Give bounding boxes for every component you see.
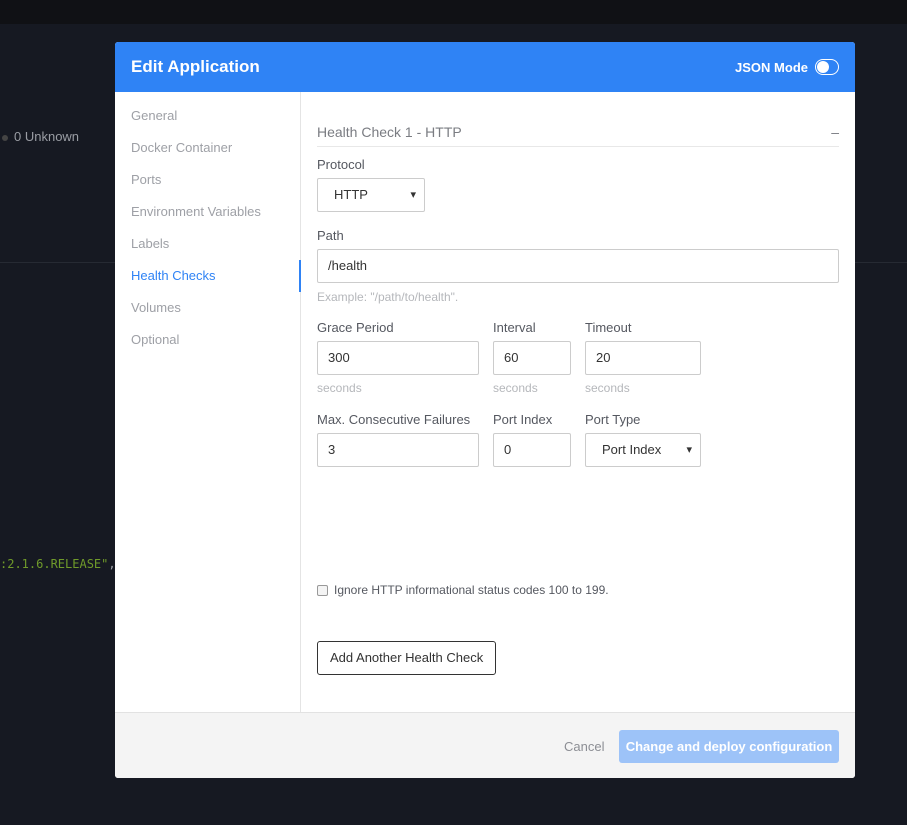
toggle-switch[interactable] (815, 59, 839, 75)
port-type-label: Port Type (585, 412, 641, 427)
sidebar-item-general[interactable]: General (131, 108, 178, 123)
interval-input[interactable]: 60 (493, 341, 571, 375)
checkbox-label: Ignore HTTP informational status codes 1… (334, 583, 609, 597)
modal-header: Edit Application JSON Mode (115, 42, 855, 92)
sidebar-item-volumes[interactable]: Volumes (131, 300, 181, 315)
modal-footer: Cancel Change and deploy configuration (115, 712, 855, 778)
health-check-form: Health Check 1 - HTTP – Protocol HTTP Pat… (317, 92, 839, 675)
cancel-button[interactable]: Cancel (564, 739, 605, 754)
port-type-value: Port Index (602, 442, 662, 457)
divider (855, 262, 907, 263)
interval-unit: seconds (493, 381, 538, 395)
json-mode-label: JSON Mode (735, 59, 808, 75)
port-index-label: Port Index (493, 412, 553, 427)
grace-period-label: Grace Period (317, 320, 394, 335)
sidebar-item-health-checks[interactable]: Health Checks (115, 260, 301, 300)
sidebar-item-docker-container[interactable]: Docker Container (131, 140, 233, 155)
collapse-button[interactable]: – (831, 124, 839, 140)
path-label: Path (317, 228, 344, 243)
code-punct: , (108, 557, 116, 571)
divider (0, 262, 115, 263)
failures-label: Max. Consecutive Failures (317, 412, 471, 427)
grace-period-input[interactable]: 300 (317, 341, 479, 375)
sidebar-item-ports[interactable]: Ports (131, 172, 162, 187)
section-title: Health Check 1 - HTTP (317, 124, 462, 140)
json-mode-toggle[interactable]: JSON Mode (735, 59, 839, 75)
timeout-label: Timeout (585, 320, 632, 335)
grace-unit: seconds (317, 381, 362, 395)
protocol-select[interactable]: HTTP (317, 178, 425, 212)
edit-application-modal: Edit Application JSON Mode General Docke… (115, 42, 855, 778)
sidebar: General Docker Container Ports Environme… (115, 92, 301, 712)
ignore-informational-checkbox[interactable]: Ignore HTTP informational status codes 1… (317, 583, 609, 597)
path-input[interactable]: /health (317, 249, 839, 283)
section-header: Health Check 1 - HTTP – (317, 124, 839, 147)
failures-input[interactable]: 3 (317, 433, 479, 467)
sidebar-item-environment-variables[interactable]: Environment Variables (131, 204, 261, 219)
modal-title: Edit Application (131, 57, 260, 76)
timeout-input[interactable]: 20 (585, 341, 701, 375)
timeout-unit: seconds (585, 381, 630, 395)
sidebar-item-optional[interactable]: Optional (131, 332, 180, 347)
background-code: :2.1.6.RELEASE", (0, 557, 116, 571)
protocol-label: Protocol (317, 157, 365, 172)
add-health-check-button[interactable]: Add Another Health Check (317, 641, 497, 675)
code-value: :2.1.6.RELEASE" (0, 557, 109, 571)
status-text: 0 Unknown (14, 129, 80, 144)
interval-label: Interval (493, 320, 536, 335)
deploy-button[interactable]: Change and deploy configuration (619, 730, 839, 763)
checkbox-icon[interactable] (317, 584, 328, 596)
path-hint: Example: "/path/to/health". (317, 290, 459, 304)
status-dot-icon (2, 135, 8, 141)
background-status: 0 Unknown (2, 129, 79, 144)
protocol-value: HTTP (334, 187, 368, 202)
port-type-select[interactable]: Port Index (585, 433, 701, 467)
port-index-input[interactable]: 0 (493, 433, 571, 467)
sidebar-item-labels[interactable]: Labels (131, 236, 170, 251)
top-bar (0, 0, 907, 24)
